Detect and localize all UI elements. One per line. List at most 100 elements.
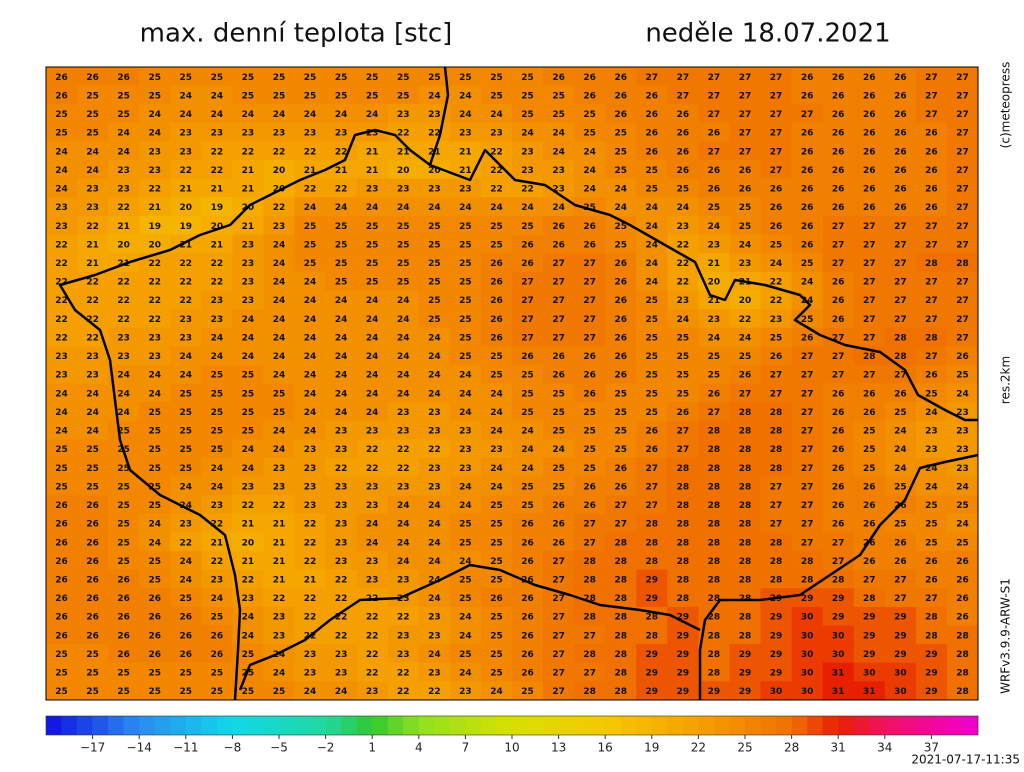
temperature-value: 28	[894, 352, 907, 362]
temperature-value: 25	[242, 427, 255, 437]
temperature-value: 25	[677, 333, 690, 343]
temperature-value: 27	[832, 222, 845, 232]
temperature-cell	[946, 551, 979, 571]
temperature-cell	[294, 457, 327, 478]
temperature-value: 23	[242, 482, 255, 492]
temperature-cell	[760, 551, 793, 571]
colorbar-segment	[341, 716, 357, 735]
temperature-value: 27	[614, 501, 627, 511]
temperature-cell	[480, 495, 513, 515]
temperature-value: 23	[180, 129, 193, 139]
temperature-value: 26	[521, 520, 534, 530]
temperature-cell	[512, 513, 544, 533]
temperature-cell	[822, 402, 855, 422]
temperature-value: 24	[894, 427, 907, 437]
temperature-cell	[884, 662, 917, 682]
temperature-value: 26	[614, 278, 627, 288]
colorbar-segment	[185, 716, 202, 735]
temperature-value: 23	[708, 240, 721, 250]
colorbar-tick-label: 25	[737, 741, 752, 755]
temperature-value: 21	[273, 520, 286, 530]
temperature-value: 24	[459, 408, 472, 418]
temperature-value: 25	[117, 464, 130, 474]
temperature-value: 24	[490, 110, 503, 120]
temperature-cell	[729, 439, 762, 459]
temperature-cell	[853, 197, 886, 217]
temperature-value: 26	[490, 259, 503, 269]
temperature-cell	[201, 495, 233, 515]
colorbar-tick-label: 13	[551, 741, 566, 755]
border-north-east	[429, 148, 978, 422]
temperature-cell	[791, 346, 824, 366]
temperature-cell	[449, 569, 482, 589]
temperature-value: 25	[428, 73, 441, 83]
colorbar-segment	[745, 716, 761, 735]
temperature-cell	[263, 197, 296, 217]
temperature-cell	[232, 495, 264, 515]
temperature-value: 27	[770, 501, 783, 511]
temperature-value: 26	[770, 352, 783, 362]
temperature-value: 24	[366, 538, 379, 548]
temperature-value: 26	[180, 613, 193, 623]
temperature-cell	[667, 383, 699, 403]
temperature-value: 26	[86, 557, 99, 567]
temperature-value: 24	[273, 333, 286, 343]
temperature-value: 27	[956, 110, 969, 120]
temperature-value: 27	[925, 278, 938, 288]
temperature-cell	[232, 309, 264, 329]
temperature-cell	[387, 513, 420, 533]
temperature-cell	[636, 662, 668, 682]
temperature-value: 27	[832, 333, 845, 343]
temperature-cell	[822, 476, 855, 496]
temperature-value: 24	[273, 259, 286, 269]
temperature-value: 25	[428, 315, 441, 325]
temperature-value: 21	[273, 557, 286, 567]
temperature-cell	[170, 122, 202, 142]
temperature-value: 26	[863, 557, 876, 567]
temperature-value: 27	[739, 129, 752, 139]
temperature-cell	[605, 253, 637, 273]
temperature-value: 23	[335, 520, 348, 530]
temperature-cell	[356, 439, 389, 459]
temperature-cell	[760, 234, 793, 254]
temperature-cell	[884, 85, 917, 105]
temperature-cell	[263, 253, 296, 273]
temperature-value: 19	[148, 222, 161, 232]
temperature-cell	[170, 67, 202, 87]
temperature-cell	[884, 606, 917, 627]
temperature-cell	[201, 457, 233, 478]
colorbar-segment	[263, 716, 280, 735]
temperature-cell	[46, 420, 78, 440]
temperature-cell	[512, 290, 544, 310]
temperature-cell	[387, 569, 420, 589]
temperature-cell	[946, 160, 979, 180]
temperature-value: 26	[832, 315, 845, 325]
temperature-value: 23	[304, 669, 317, 679]
temperature-value: 27	[770, 147, 783, 157]
temperature-value: 25	[148, 482, 161, 492]
temperature-cell	[698, 439, 730, 459]
temperature-value: 24	[366, 520, 379, 530]
temperature-value: 22	[304, 147, 317, 157]
temperature-value: 28	[925, 613, 938, 623]
temperature-value: 26	[894, 389, 907, 399]
temperature-cell	[884, 178, 917, 198]
temperature-value: 23	[180, 520, 193, 530]
temperature-cell	[543, 513, 575, 533]
temperature-cell	[853, 457, 886, 478]
temperature-cell	[667, 122, 699, 142]
temperature-value: 30	[894, 669, 907, 679]
temperature-cell	[356, 625, 389, 645]
temperature-cell	[729, 662, 762, 682]
temperature-value: 22	[739, 315, 752, 325]
temperature-value: 22	[86, 333, 99, 343]
temperature-value: 24	[304, 333, 317, 343]
temperature-cell	[636, 402, 668, 422]
temperature-value: 22	[490, 147, 503, 157]
temperature-cell	[387, 346, 420, 366]
temperature-cell	[884, 197, 917, 217]
temperature-cell	[325, 476, 358, 496]
temperature-value: 24	[397, 315, 410, 325]
temperature-cell	[418, 606, 451, 627]
temperature-value: 25	[55, 669, 68, 679]
